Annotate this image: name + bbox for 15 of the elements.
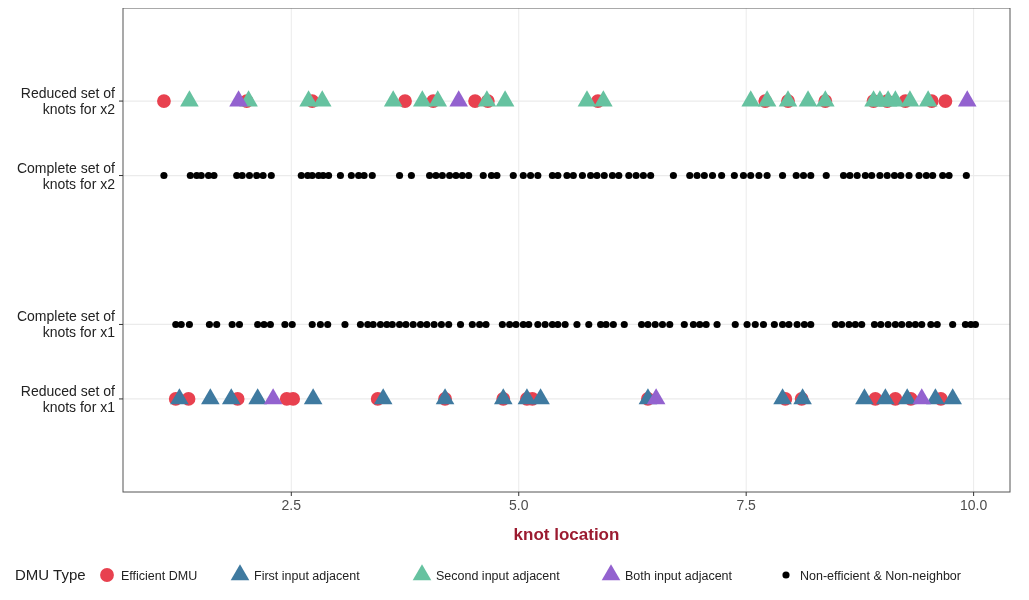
x-tick-label: 5.0 (509, 497, 529, 513)
y-tick-label: Reduced set of knots for x1 (20, 382, 116, 415)
legend-label: Efficient DMU (121, 569, 198, 583)
x-tick-label: 2.5 (281, 497, 302, 513)
legend-title: DMU Type (15, 566, 86, 583)
y-tick-label: Complete set of knots for x1 (16, 308, 116, 341)
x-tick-label: 7.5 (736, 497, 757, 513)
x-tick-label: 10.0 (959, 497, 988, 513)
legend-label: Both input adjacent (625, 569, 733, 583)
legend-label: Second input adjacent (436, 569, 561, 583)
y-tick-label: Complete set of knots for x2 (16, 159, 116, 192)
legend-label: Non-efficient & Non-neighbor (800, 569, 961, 583)
legend-label: First input adjacent (254, 569, 361, 583)
y-tick-label: Reduced set of knots for x2 (20, 85, 116, 118)
x-axis-title: knot location (513, 525, 620, 544)
